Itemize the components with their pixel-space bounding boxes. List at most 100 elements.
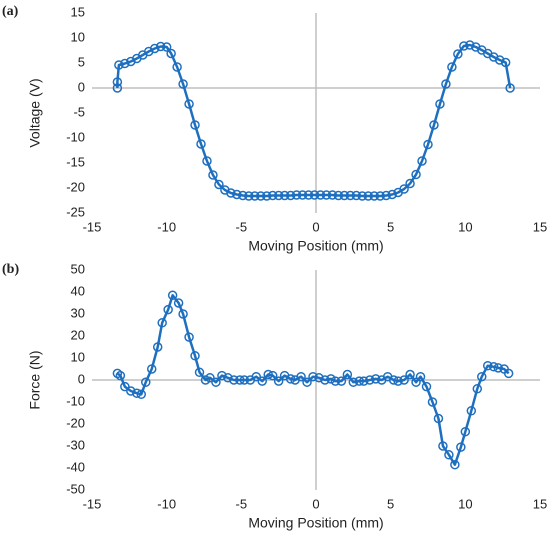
data-point [244, 191, 254, 201]
data-point [202, 156, 212, 166]
data-point [345, 190, 356, 201]
data-point [348, 377, 359, 387]
data-point [257, 376, 267, 386]
data-line [116, 43, 512, 198]
x-tick-label: -5 [236, 496, 248, 511]
data-point [263, 369, 273, 380]
data-point [291, 190, 302, 200]
data-point [205, 373, 215, 383]
data-point [441, 79, 451, 89]
data-point [505, 83, 515, 93]
x-tick-label: -15 [83, 496, 102, 511]
data-point [435, 99, 445, 109]
y-tick-label: -30 [66, 437, 85, 452]
data-point [354, 376, 365, 386]
data-point [226, 188, 236, 198]
data-point [115, 370, 126, 381]
data-point [405, 178, 415, 189]
data-point [459, 41, 469, 51]
data-point [405, 369, 415, 380]
data-point [132, 388, 142, 398]
data-point [453, 49, 463, 59]
y-tick-label: 0 [78, 371, 85, 386]
data-point [315, 190, 326, 200]
data-point [297, 190, 308, 200]
x-tick-label: -5 [236, 219, 248, 234]
data-point [261, 191, 272, 201]
data-point [157, 318, 167, 328]
data-point [369, 191, 379, 201]
x-tick-label: 15 [533, 496, 547, 511]
data-point [415, 371, 426, 382]
data-point [433, 413, 444, 424]
data-point [336, 376, 347, 386]
data-point [114, 60, 124, 70]
data-point [494, 55, 505, 65]
data-point [255, 191, 266, 201]
data-point [211, 377, 221, 387]
data-point [450, 459, 460, 470]
y-tick-label: 30 [71, 305, 85, 320]
data-point [251, 371, 262, 382]
data-point [149, 43, 160, 54]
x-tick-label: 5 [387, 496, 394, 511]
y-axis-title: Voltage (V) [27, 78, 43, 147]
data-point [309, 190, 320, 200]
data-point [503, 368, 514, 379]
data-point [223, 373, 233, 383]
data-point [239, 375, 250, 385]
x-tick-label: 10 [458, 496, 472, 511]
data-point [303, 190, 314, 200]
data-point [273, 376, 284, 386]
data-point [120, 58, 130, 69]
x-tick-label: 5 [387, 219, 394, 234]
data-point [399, 375, 409, 385]
data-point [184, 332, 194, 342]
y-tick-label: 20 [71, 327, 85, 342]
data-point [200, 375, 211, 385]
data-point [279, 190, 290, 201]
x-axis-title: Moving Position (mm) [248, 238, 383, 254]
data-point [421, 381, 432, 392]
y-tick-label: 15 [71, 4, 85, 19]
data-point [173, 298, 184, 308]
data-point [330, 376, 341, 386]
x-tick-label: -10 [157, 219, 176, 234]
y-tick-label: 10 [71, 29, 85, 44]
data-point [423, 139, 433, 150]
data-point [152, 342, 163, 352]
data-point [472, 384, 483, 394]
data-point [232, 189, 242, 200]
data-point [267, 370, 278, 381]
data-point [488, 362, 499, 372]
y-tick-label: -10 [66, 393, 85, 408]
data-point [296, 371, 306, 382]
data-point [456, 442, 466, 452]
x-tick-label: -15 [83, 219, 102, 234]
y-tick-label: 50 [71, 261, 85, 276]
x-tick-label: 0 [312, 219, 319, 234]
data-point [141, 377, 151, 387]
data-point [500, 57, 511, 68]
data-point [357, 191, 368, 201]
data-point [136, 389, 147, 400]
x-tick-label: 10 [458, 219, 472, 234]
y-tick-label: -40 [66, 459, 85, 474]
data-point [285, 190, 296, 201]
data-point [208, 170, 218, 180]
data-point [351, 190, 362, 201]
data-point [190, 120, 200, 130]
data-point [178, 79, 188, 89]
panel-label: (b) [2, 262, 19, 277]
y-tick-label: 10 [71, 349, 85, 364]
data-point [167, 290, 178, 301]
data-point [267, 190, 278, 201]
data-point [387, 189, 397, 200]
data-point [465, 40, 475, 50]
data-point [112, 83, 123, 93]
data-point [381, 190, 391, 201]
y-tick-label: -10 [66, 129, 85, 144]
data-point [438, 441, 448, 451]
data-point [399, 184, 409, 194]
data-point [321, 190, 332, 200]
